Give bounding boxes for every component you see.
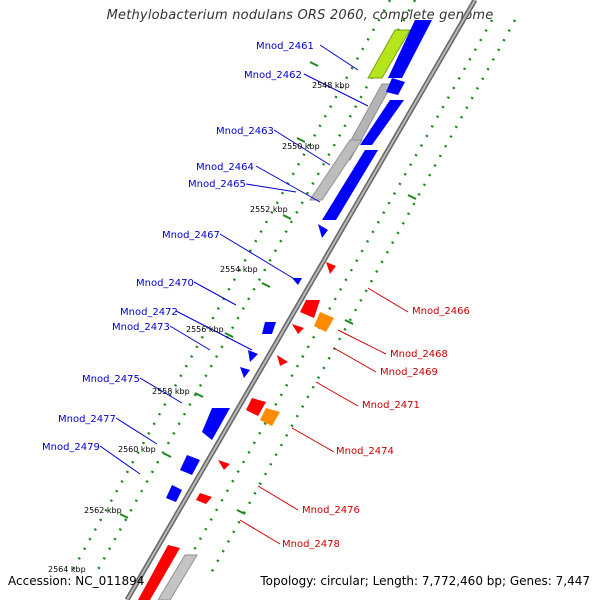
gray-feature-upper bbox=[309, 139, 363, 201]
leader-mnod-2472 bbox=[175, 310, 253, 351]
leader-mnod-2465 bbox=[245, 183, 297, 193]
minus-strand-cds bbox=[138, 262, 336, 600]
red-cds bbox=[246, 398, 266, 416]
leader-mnod-2466 bbox=[367, 287, 409, 313]
orange-cds bbox=[260, 408, 280, 426]
gene-label-mnod-2467: Mnod_2467 bbox=[162, 230, 220, 241]
minor-tick bbox=[261, 282, 271, 288]
gray-feature-bottom bbox=[157, 554, 198, 600]
blue-cds bbox=[386, 78, 405, 95]
leader-mnod-2476 bbox=[257, 485, 299, 511]
leader-mnod-2470 bbox=[193, 281, 237, 306]
blue-cds bbox=[166, 485, 182, 502]
plus-gene-leaders bbox=[99, 44, 369, 475]
gene-label-mnod-2475: Mnod_2475 bbox=[82, 374, 140, 385]
leader-mnod-2464 bbox=[255, 165, 321, 203]
minor-tick bbox=[282, 214, 292, 220]
minor-tick bbox=[309, 61, 319, 67]
kbp-tick-labels: 2548 kbp 2550 kbp 2552 kbp 2554 kbp 2556… bbox=[48, 81, 350, 574]
map-title: Methylobacterium nodulans ORS 2060, comp… bbox=[106, 8, 494, 23]
gene-label-mnod-2463: Mnod_2463 bbox=[216, 126, 274, 137]
gene-label-mnod-2466: Mnod_2466 bbox=[412, 306, 470, 317]
red-cds bbox=[277, 355, 288, 366]
leader-mnod-2463 bbox=[273, 129, 331, 166]
gray-features bbox=[157, 83, 393, 600]
leader-mnod-2477 bbox=[115, 417, 158, 445]
gene-label-mnod-2470: Mnod_2470 bbox=[136, 278, 194, 289]
gene-label-mnod-2478: Mnod_2478 bbox=[282, 539, 340, 550]
blue-cds-top bbox=[388, 20, 432, 78]
tick-label-2554: 2554 kbp bbox=[220, 265, 258, 274]
gene-label-mnod-2476: Mnod_2476 bbox=[302, 505, 360, 516]
leader-mnod-2468 bbox=[337, 329, 387, 355]
gene-label-mnod-2464: Mnod_2464 bbox=[196, 162, 254, 173]
tick-label-2556: 2556 kbp bbox=[186, 325, 224, 334]
tick-label-2558: 2558 kbp bbox=[152, 387, 190, 396]
tick-label-2550: 2550 kbp bbox=[282, 142, 320, 151]
blue-cds bbox=[262, 322, 276, 334]
gene-label-mnod-2468: Mnod_2468 bbox=[390, 349, 448, 360]
tick-label-2548: 2548 kbp bbox=[312, 81, 350, 90]
tick-label-2560: 2560 kbp bbox=[118, 445, 156, 454]
blue-cds bbox=[292, 278, 302, 285]
gene-label-mnod-2479: Mnod_2479 bbox=[42, 442, 100, 453]
gene-label-mnod-2477: Mnod_2477 bbox=[58, 414, 116, 425]
yellow-green-feature bbox=[367, 29, 411, 79]
minor-tick bbox=[236, 509, 246, 515]
red-cds bbox=[292, 324, 304, 334]
minus-gene-leaders bbox=[239, 287, 409, 545]
blue-cds bbox=[180, 455, 200, 475]
leader-mnod-2461 bbox=[319, 44, 359, 71]
leader-mnod-2475 bbox=[139, 377, 183, 404]
gene-label-mnod-2462: Mnod_2462 bbox=[244, 70, 302, 81]
plus-gene-labels: Mnod_2461 Mnod_2462 Mnod_2463 Mnod_2464 … bbox=[42, 41, 314, 453]
tick-track-right bbox=[178, 19, 494, 576]
minor-tick bbox=[162, 452, 172, 458]
blue-cds bbox=[360, 100, 404, 145]
tick-label-2562: 2562 kbp bbox=[84, 506, 122, 515]
minus-gene-labels: Mnod_2466 Mnod_2468 Mnod_2469 Mnod_2471 … bbox=[282, 306, 470, 550]
minor-tick-marks bbox=[119, 61, 417, 519]
red-cds bbox=[326, 262, 336, 274]
blue-cds bbox=[202, 408, 230, 440]
gene-label-mnod-2465: Mnod_2465 bbox=[188, 179, 246, 190]
leader-mnod-2471 bbox=[315, 381, 359, 407]
minor-tick bbox=[344, 319, 354, 325]
leader-mnod-2474 bbox=[291, 427, 335, 453]
gene-label-mnod-2469: Mnod_2469 bbox=[380, 367, 438, 378]
tick-label-2552: 2552 kbp bbox=[250, 205, 288, 214]
leader-mnod-2467 bbox=[219, 233, 297, 281]
blue-cds bbox=[322, 150, 378, 220]
orange-cds bbox=[314, 312, 334, 332]
leader-mnod-2479 bbox=[99, 445, 141, 475]
topology-label: Topology: circular; Length: 7,772,460 bp… bbox=[260, 574, 590, 588]
minor-tick bbox=[296, 137, 306, 143]
blue-cds bbox=[248, 350, 258, 362]
gene-label-mnod-2474: Mnod_2474 bbox=[336, 446, 394, 457]
minor-tick bbox=[194, 392, 204, 398]
leader-mnod-2469 bbox=[333, 347, 377, 373]
leader-mnod-2478 bbox=[239, 519, 281, 545]
backbone bbox=[124, 0, 478, 600]
gene-label-mnod-2461: Mnod_2461 bbox=[256, 41, 314, 52]
leader-mnod-2473 bbox=[169, 325, 211, 351]
blue-cds bbox=[240, 367, 250, 378]
red-cds bbox=[196, 493, 212, 504]
tick-label-2564: 2564 kbp bbox=[48, 565, 86, 574]
minor-tick bbox=[407, 194, 417, 200]
red-cds bbox=[300, 300, 320, 318]
leader-mnod-2462 bbox=[303, 73, 369, 107]
gene-label-mnod-2472: Mnod_2472 bbox=[120, 307, 178, 318]
minor-tick bbox=[119, 513, 129, 519]
blue-cds bbox=[318, 224, 328, 238]
minor-tick bbox=[224, 332, 234, 338]
accession-label: Accession: NC_011894 bbox=[8, 574, 145, 588]
plus-strand-cds bbox=[166, 20, 432, 502]
red-cds-bottom bbox=[138, 545, 180, 600]
gene-label-mnod-2471: Mnod_2471 bbox=[362, 400, 420, 411]
red-cds bbox=[218, 460, 230, 470]
gene-label-mnod-2473: Mnod_2473 bbox=[112, 322, 170, 333]
